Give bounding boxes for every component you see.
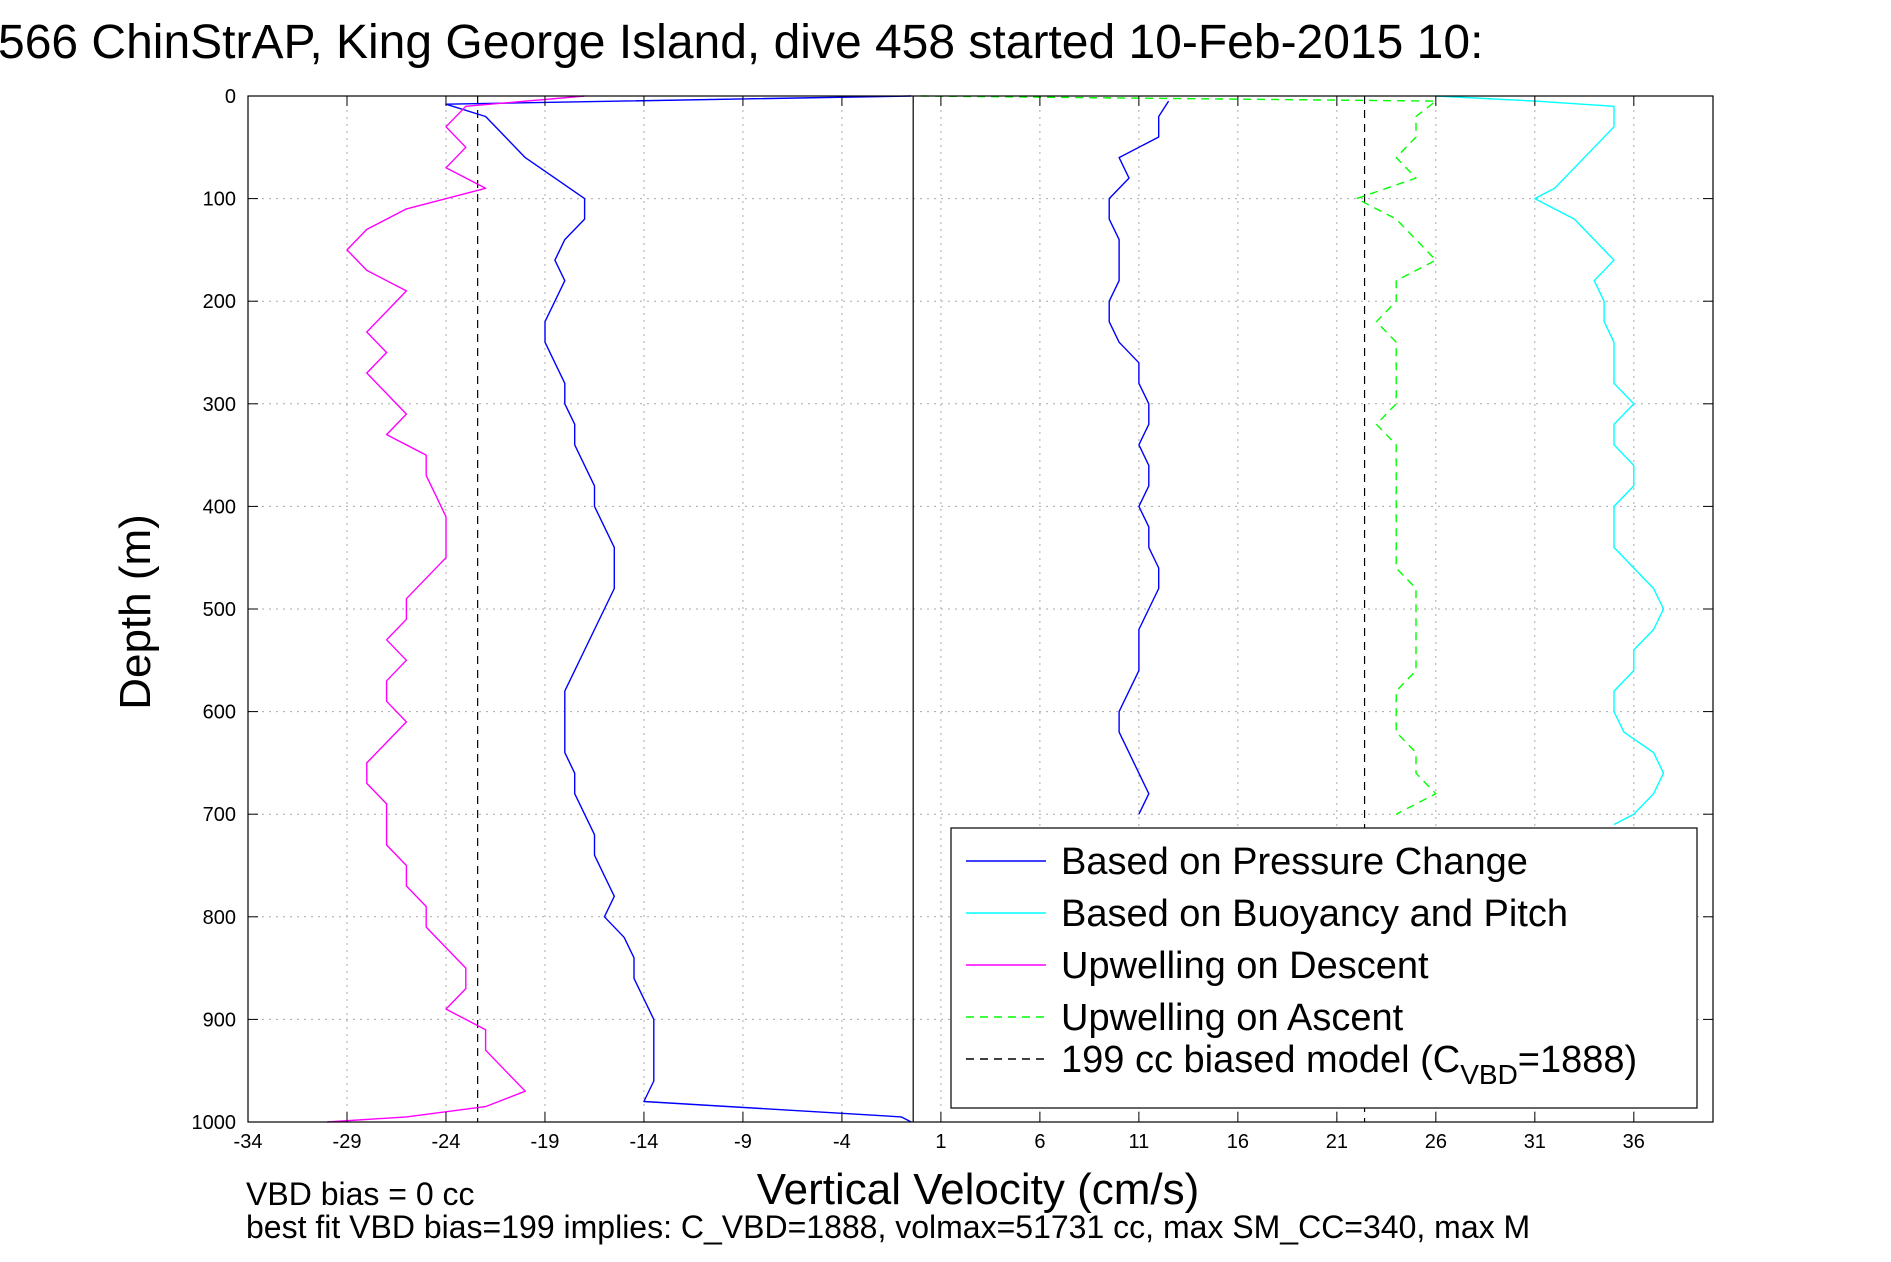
legend-label: Upwelling on Descent xyxy=(1061,945,1429,987)
y-tick-label: 200 xyxy=(203,291,236,313)
x-tick-label: -14 xyxy=(629,1131,658,1153)
y-axis-label: Depth (m) xyxy=(111,514,160,710)
x-tick-label: 26 xyxy=(1425,1131,1447,1153)
x-tick-label: -9 xyxy=(734,1131,752,1153)
legend-label: Based on Buoyancy and Pitch xyxy=(1061,893,1568,935)
x-tick-label: 31 xyxy=(1524,1131,1546,1153)
axis-ticks: -34 -29 -24 -19 -14 -9 -4 1 6 11 16 21 26 31 360100200… xyxy=(192,86,1713,1153)
y-tick-label: 0 xyxy=(225,86,236,108)
x-tick-label: -29 xyxy=(333,1131,362,1153)
data-series xyxy=(327,95,1665,1123)
legend-items: Based on Pressure Change Based on Buoyanc… xyxy=(966,841,1637,1090)
series-line xyxy=(327,95,585,1123)
x-tick-label: -19 xyxy=(531,1131,560,1153)
x-axis-label: Vertical Velocity (cm/s) xyxy=(757,1165,1200,1214)
chart-title: 566 ChinStrAP, King George Island, dive … xyxy=(0,16,1483,69)
legend-label: 199 cc biased model (CVBD=1888) xyxy=(1061,1039,1637,1090)
y-tick-label: 900 xyxy=(203,1009,236,1031)
x-tick-label: 11 xyxy=(1128,1131,1149,1153)
legend-label-main: 199 cc biased model (C xyxy=(1061,1039,1460,1081)
series-line xyxy=(921,95,1437,815)
series-line xyxy=(1435,95,1665,826)
y-tick-label: 100 xyxy=(203,189,236,211)
x-tick-label: 6 xyxy=(1034,1131,1045,1153)
y-tick-label: 800 xyxy=(203,907,236,929)
legend-box xyxy=(950,827,1698,1109)
footer-best-fit: best fit VBD bias=199 implies: C_VBD=188… xyxy=(246,1209,1530,1245)
x-tick-label: 1 xyxy=(935,1131,946,1153)
y-tick-label: 1000 xyxy=(192,1112,237,1134)
legend: Based on Pressure Change Based on Buoyanc… xyxy=(950,827,1698,1109)
x-tick-label: -4 xyxy=(833,1131,851,1153)
series-line xyxy=(445,95,912,1123)
legend-label: Based on Pressure Change xyxy=(1061,841,1528,883)
y-tick-label: 500 xyxy=(203,599,236,621)
y-tick-label: 400 xyxy=(203,496,236,518)
footer-vbd-bias: VBD bias = 0 cc xyxy=(246,1176,475,1212)
x-tick-label: 16 xyxy=(1227,1131,1249,1153)
x-tick-label: 36 xyxy=(1623,1131,1645,1153)
x-tick-label: -34 xyxy=(234,1131,263,1153)
legend-label-tail: =1888) xyxy=(1518,1039,1637,1081)
y-tick-label: 700 xyxy=(203,804,236,826)
legend-label-subscript: VBD xyxy=(1460,1059,1518,1090)
legend-label: Upwelling on Ascent xyxy=(1061,997,1404,1039)
y-tick-label: 300 xyxy=(203,394,236,416)
x-tick-label: 21 xyxy=(1326,1131,1348,1153)
x-tick-label: -24 xyxy=(432,1131,461,1153)
series-line xyxy=(1108,100,1170,815)
y-tick-label: 600 xyxy=(203,702,236,724)
